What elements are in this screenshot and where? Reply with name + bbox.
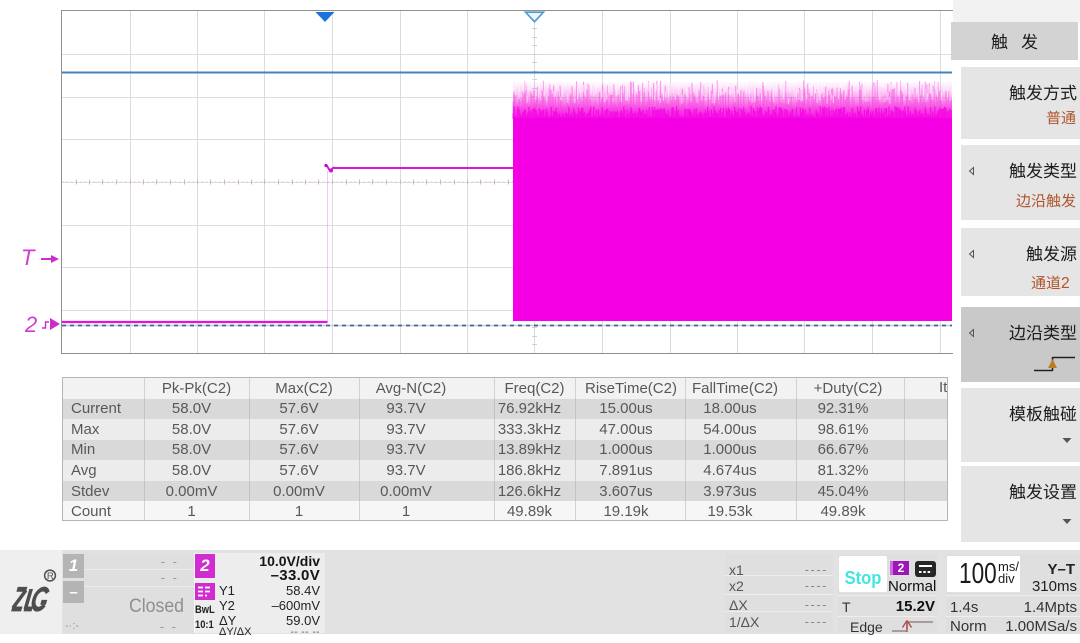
svg-text:2: 2 bbox=[1061, 275, 1070, 290]
svg-text:R: R bbox=[47, 571, 54, 582]
